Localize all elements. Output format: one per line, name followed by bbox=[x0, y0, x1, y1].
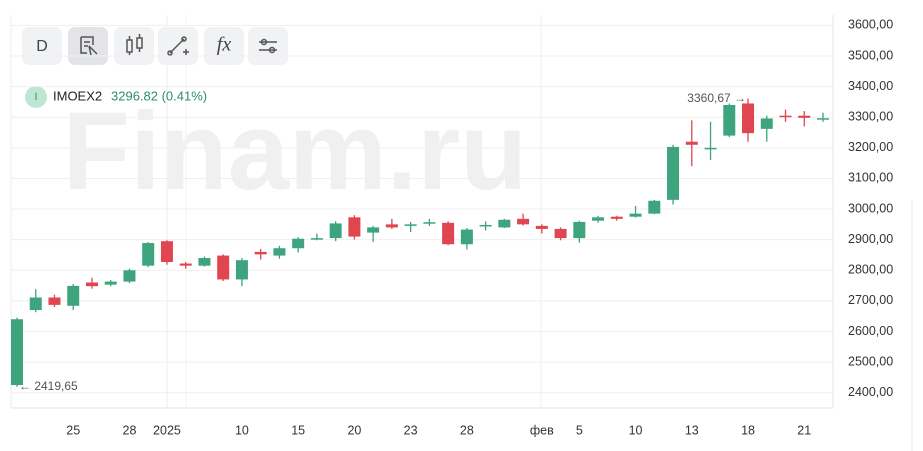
candle-body bbox=[498, 219, 511, 228]
x-tick-label: 15 bbox=[291, 423, 305, 437]
candle-body bbox=[254, 251, 267, 255]
candle-body bbox=[629, 213, 642, 217]
candle-body bbox=[404, 224, 417, 226]
high-annotation: 3360,67 → bbox=[687, 91, 746, 105]
candle-body bbox=[554, 228, 567, 239]
settings-knob bbox=[260, 38, 268, 46]
candle-body bbox=[85, 282, 98, 287]
y-tick-label: 2900,00 bbox=[848, 232, 893, 246]
candle-body bbox=[217, 255, 230, 280]
candle-body bbox=[179, 263, 192, 266]
candles-button[interactable] bbox=[114, 27, 154, 65]
y-tick-label: 2500,00 bbox=[848, 354, 893, 368]
candle-body bbox=[123, 270, 136, 282]
candle-body bbox=[160, 241, 173, 263]
candle-body bbox=[367, 227, 380, 233]
ticker-quote: 3296.82 (0.41%) bbox=[111, 88, 207, 103]
period-button[interactable] bbox=[22, 27, 62, 65]
candle-body bbox=[273, 248, 286, 256]
x-tick-label: 5 bbox=[576, 423, 583, 437]
candle-body bbox=[667, 146, 680, 200]
x-tick-label: 20 bbox=[347, 423, 361, 437]
y-tick-label: 3000,00 bbox=[848, 201, 893, 215]
line-tool-dot bbox=[167, 50, 173, 56]
candles-icon bbox=[126, 34, 143, 55]
candle-body bbox=[48, 297, 61, 305]
x-tick-label: 28 bbox=[123, 423, 137, 437]
x-tick-label: 21 bbox=[797, 423, 811, 437]
x-tick-label: 18 bbox=[741, 423, 755, 437]
candle-body bbox=[67, 285, 80, 306]
candle-body bbox=[723, 104, 736, 136]
function-label: fx bbox=[217, 34, 232, 56]
y-tick-label: 3600,00 bbox=[848, 18, 893, 32]
line-tool-dot bbox=[181, 36, 187, 42]
candle-body bbox=[779, 115, 792, 118]
y-tick-label: 2600,00 bbox=[848, 324, 893, 338]
ticker-badge bbox=[25, 86, 47, 108]
period-label: D bbox=[36, 38, 48, 55]
x-tick-label: 28 bbox=[460, 423, 474, 437]
y-tick-label: 3300,00 bbox=[848, 110, 893, 124]
candle-body bbox=[11, 319, 23, 386]
function-button[interactable] bbox=[204, 27, 244, 65]
candle-body bbox=[142, 243, 155, 266]
candle-body bbox=[592, 217, 605, 221]
ticker-badge-label: I bbox=[34, 91, 37, 103]
x-tick-label: 2025 bbox=[153, 423, 181, 437]
candle-body bbox=[685, 141, 698, 145]
candle-body bbox=[479, 224, 492, 227]
candle-body bbox=[798, 115, 811, 118]
x-tick-label: 13 bbox=[685, 423, 699, 437]
line-tool-icon bbox=[169, 38, 189, 55]
candle-body bbox=[817, 118, 829, 120]
y-tick-label: 3500,00 bbox=[848, 48, 893, 62]
draw-icon bbox=[80, 36, 98, 56]
candle-body bbox=[348, 217, 361, 237]
candle-body bbox=[292, 238, 305, 249]
candle-body bbox=[460, 229, 473, 245]
y-tick-label: 3200,00 bbox=[848, 140, 893, 154]
candle-body bbox=[329, 223, 342, 239]
settings-button[interactable] bbox=[248, 27, 288, 65]
candle-body bbox=[423, 222, 436, 224]
ticker-name: IMOEX2 bbox=[53, 88, 102, 103]
candle-body bbox=[442, 222, 455, 245]
candle-body bbox=[573, 221, 586, 239]
x-tick-label: 25 bbox=[66, 423, 80, 437]
y-tick-label: 3400,00 bbox=[848, 79, 893, 93]
candle-body bbox=[517, 218, 530, 225]
x-tick-label: 10 bbox=[629, 423, 643, 437]
x-tick-label: 23 bbox=[404, 423, 418, 437]
candle-body bbox=[235, 260, 248, 280]
y-tick-label: 2700,00 bbox=[848, 293, 893, 307]
candle-body bbox=[704, 147, 717, 150]
candle-body bbox=[385, 224, 398, 228]
candle-body bbox=[760, 118, 773, 129]
candle-body bbox=[198, 258, 211, 266]
candle-body bbox=[610, 216, 623, 219]
candle-body bbox=[648, 200, 661, 214]
candle-body bbox=[310, 238, 323, 240]
watermark: Finam.ru bbox=[63, 90, 528, 213]
x-tick-label: 10 bbox=[235, 423, 249, 437]
candle-body bbox=[29, 297, 42, 311]
x-tick-label: фев bbox=[530, 423, 554, 437]
toolbar: D fx bbox=[22, 27, 288, 65]
settings-knob bbox=[268, 46, 276, 54]
y-tick-label: 2400,00 bbox=[848, 385, 893, 399]
candle-body bbox=[104, 281, 117, 285]
y-tick-label: 3100,00 bbox=[848, 171, 893, 185]
candle-body bbox=[742, 103, 755, 134]
candle-body bbox=[535, 225, 548, 229]
y-tick-label: 2800,00 bbox=[848, 263, 893, 277]
low-annotation: ← 2419,65 bbox=[19, 379, 78, 393]
